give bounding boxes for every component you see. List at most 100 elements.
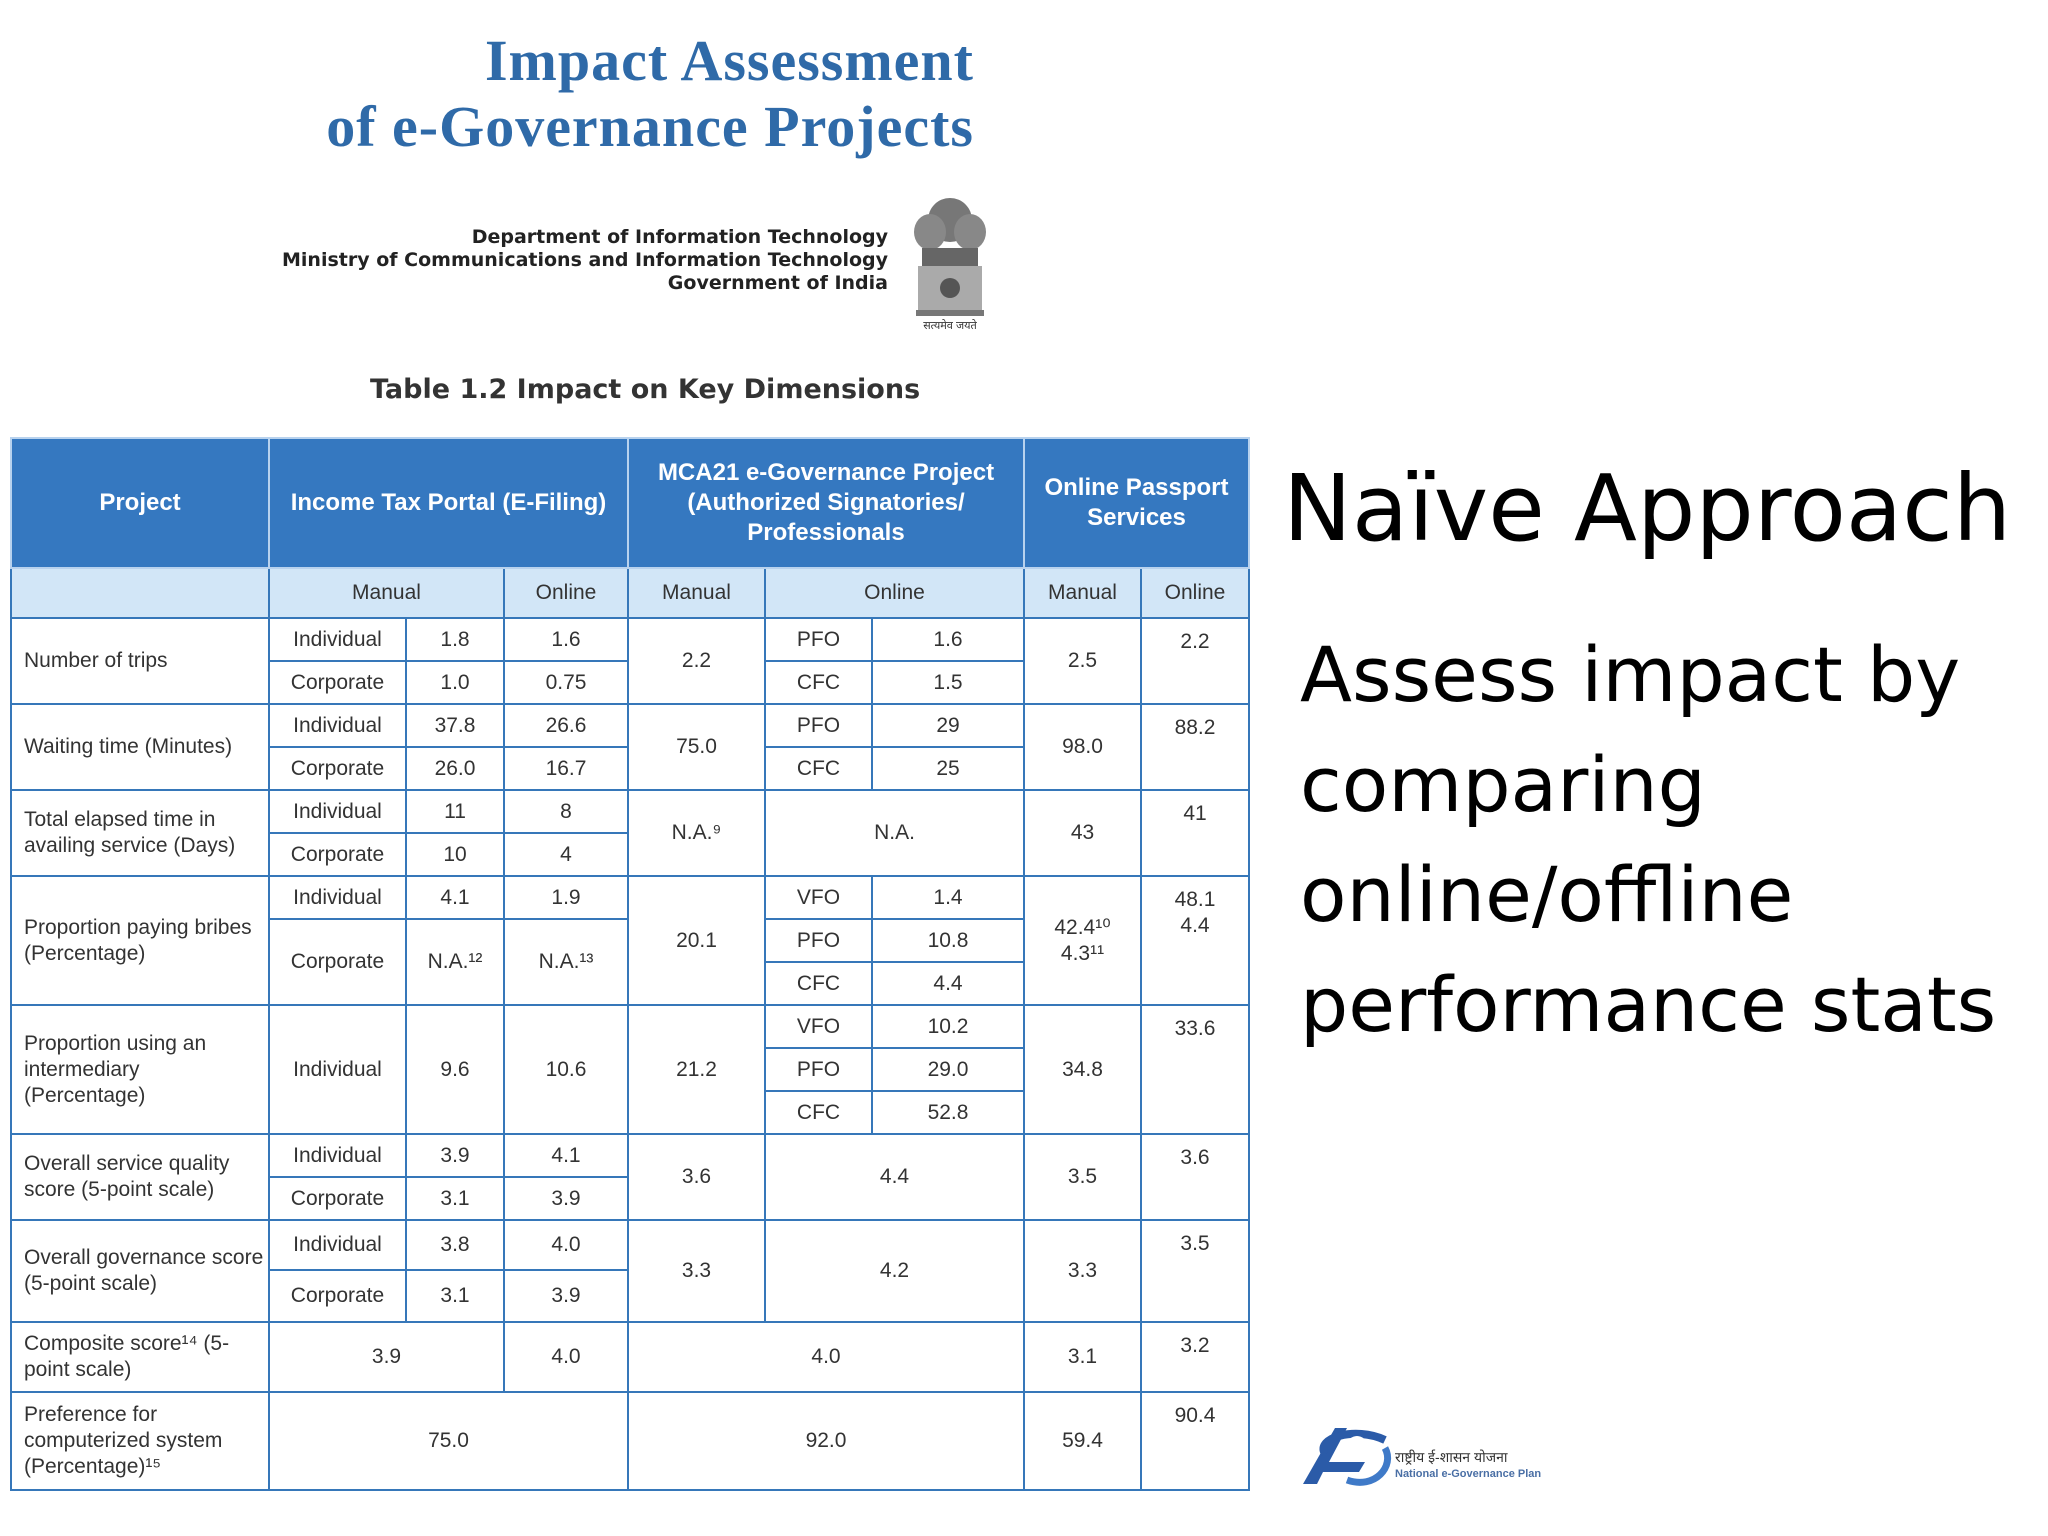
slide-body-line: Assess impact by — [1300, 630, 1961, 719]
type-cell: Individual — [268, 617, 407, 662]
cell: 11 — [405, 789, 505, 834]
subheader-it-online: Online — [503, 567, 629, 619]
cell: 48.1 4.4 — [1140, 875, 1250, 1006]
table-row: Preference for computerized system (Perc… — [10, 1391, 1250, 1491]
cell: 42.4¹⁰ 4.3¹¹ — [1023, 875, 1142, 1006]
cell: VFO — [764, 1004, 873, 1049]
cell: 26.6 — [503, 703, 629, 748]
cell: 1.9 — [503, 875, 629, 920]
cell: N.A.¹² — [405, 918, 505, 1006]
negp-logo-icon — [1303, 1428, 1392, 1486]
national-emblem-icon — [914, 198, 986, 316]
cell: 10.6 — [503, 1004, 629, 1135]
cell: PFO — [764, 918, 873, 963]
slide-body-line: comparing — [1300, 740, 1706, 829]
cell: 29.0 — [871, 1047, 1025, 1092]
cell-line: 42.4¹⁰ — [1054, 915, 1111, 939]
subheader-pp-online: Online — [1140, 567, 1250, 619]
row-label: Proportion paying bribes (Percentage) — [10, 875, 270, 1006]
row-label: Total elapsed time in availing service (… — [10, 789, 270, 877]
cell: N.A.⁹ — [627, 789, 766, 877]
header-project: Project — [10, 437, 270, 569]
cell: 26.0 — [405, 746, 505, 791]
cell: 3.1 — [405, 1269, 505, 1323]
row-label: Composite score¹⁴ (5-point scale) — [10, 1321, 270, 1393]
subheader-pp-manual: Manual — [1023, 567, 1142, 619]
cell: 3.5 — [1023, 1133, 1142, 1221]
slide-title: Naïve Approach — [1283, 455, 2012, 562]
cell: 41 — [1140, 789, 1250, 877]
government-line: Government of India — [667, 272, 888, 294]
subheader-mca-online: Online — [764, 567, 1025, 619]
department-block: Department of Information Technology Min… — [282, 226, 888, 295]
row-label: Proportion using an intermediary (Percen… — [10, 1004, 270, 1135]
cell: 10 — [405, 832, 505, 877]
cell: VFO — [764, 875, 873, 920]
table-row: Proportion paying bribes (Percentage) In… — [10, 875, 1250, 1006]
cell: 3.6 — [1140, 1133, 1250, 1221]
document-title-line2: of e-Governance Projects — [326, 94, 974, 159]
table-row: Overall governance score (5-point scale)… — [10, 1219, 1250, 1323]
type-cell: Corporate — [268, 746, 407, 791]
cell: 3.5 — [1140, 1219, 1250, 1323]
table-row: Composite score¹⁴ (5-point scale) 3.9 4.… — [10, 1321, 1250, 1393]
cell: CFC — [764, 746, 873, 791]
subheader-mca-manual: Manual — [627, 567, 766, 619]
cell: 10.8 — [871, 918, 1025, 963]
cell: 1.5 — [871, 660, 1025, 705]
cell: PFO — [764, 1047, 873, 1092]
type-cell: Individual — [268, 1004, 407, 1135]
cell: 9.6 — [405, 1004, 505, 1135]
table-row: CFC 52.8 — [11, 1090, 1249, 1135]
cell: 59.4 — [1023, 1391, 1142, 1491]
slide-body-line: performance stats — [1300, 960, 1997, 1049]
cell: PFO — [764, 617, 873, 662]
cell: 3.9 — [503, 1176, 629, 1221]
cell: 75.0 — [268, 1391, 629, 1491]
cell: 3.3 — [1023, 1219, 1142, 1323]
cell: 3.8 — [405, 1219, 505, 1271]
table-row: Number of trips Individual 1.8 1.6 2.2 P… — [10, 617, 1250, 705]
table-row: Total elapsed time in availing service (… — [10, 789, 1250, 877]
row-label: Preference for computerized system (Perc… — [10, 1391, 270, 1491]
table-row: Waiting time (Minutes) Individual 37.8 2… — [10, 703, 1250, 791]
cell: 1.0 — [405, 660, 505, 705]
cell: 8 — [503, 789, 629, 834]
cell: 33.6 — [1140, 1004, 1250, 1135]
cell: 4.4 — [764, 1133, 1025, 1221]
cell: 37.8 — [405, 703, 505, 748]
row-label: Overall governance score (5-point scale) — [10, 1219, 270, 1323]
cell: 90.4 — [1140, 1391, 1250, 1491]
cell: N.A.¹³ — [503, 918, 629, 1006]
type-cell: Corporate — [268, 1269, 407, 1323]
cell-line: 4.3¹¹ — [1060, 941, 1105, 965]
cell: 88.2 — [1140, 703, 1250, 791]
type-cell: Corporate — [268, 660, 407, 705]
cell: 1.6 — [503, 617, 629, 662]
cell: CFC — [764, 1090, 873, 1135]
cell-line: 48.1 — [1174, 888, 1216, 911]
cell: 3.9 — [503, 1269, 629, 1323]
cell: 25 — [871, 746, 1025, 791]
cell: 3.1 — [405, 1176, 505, 1221]
document-title-line1: Impact Assessment — [484, 28, 974, 93]
department-line: Department of Information Technology — [471, 226, 888, 248]
table-row: Corporate 26.0 16.7 CFC 25 — [11, 746, 1249, 791]
table-row: Corporate 1.0 0.75 CFC 1.5 — [11, 660, 1249, 705]
cell: 4.2 — [764, 1219, 1025, 1323]
type-cell: Corporate — [268, 1176, 407, 1221]
cell-line: 4.4 — [1180, 914, 1210, 937]
cell: 4 — [503, 832, 629, 877]
cell: 20.1 — [627, 875, 766, 1006]
cell: 43 — [1023, 789, 1142, 877]
cell: 21.2 — [627, 1004, 766, 1135]
ministry-line: Ministry of Communications and Informati… — [282, 249, 888, 271]
slide-body-line: online/offline — [1300, 850, 1794, 939]
cell: 4.1 — [405, 875, 505, 920]
cell: 10.2 — [871, 1004, 1025, 1049]
type-cell: Individual — [268, 703, 407, 748]
type-cell: Individual — [268, 875, 407, 920]
table-row: PFO 29.0 — [11, 1047, 1249, 1092]
impact-table: Project Income Tax Portal (E-Filing) MCA… — [10, 437, 1250, 1491]
negp-logo-english: National e-Governance Plan — [1395, 1468, 1542, 1480]
